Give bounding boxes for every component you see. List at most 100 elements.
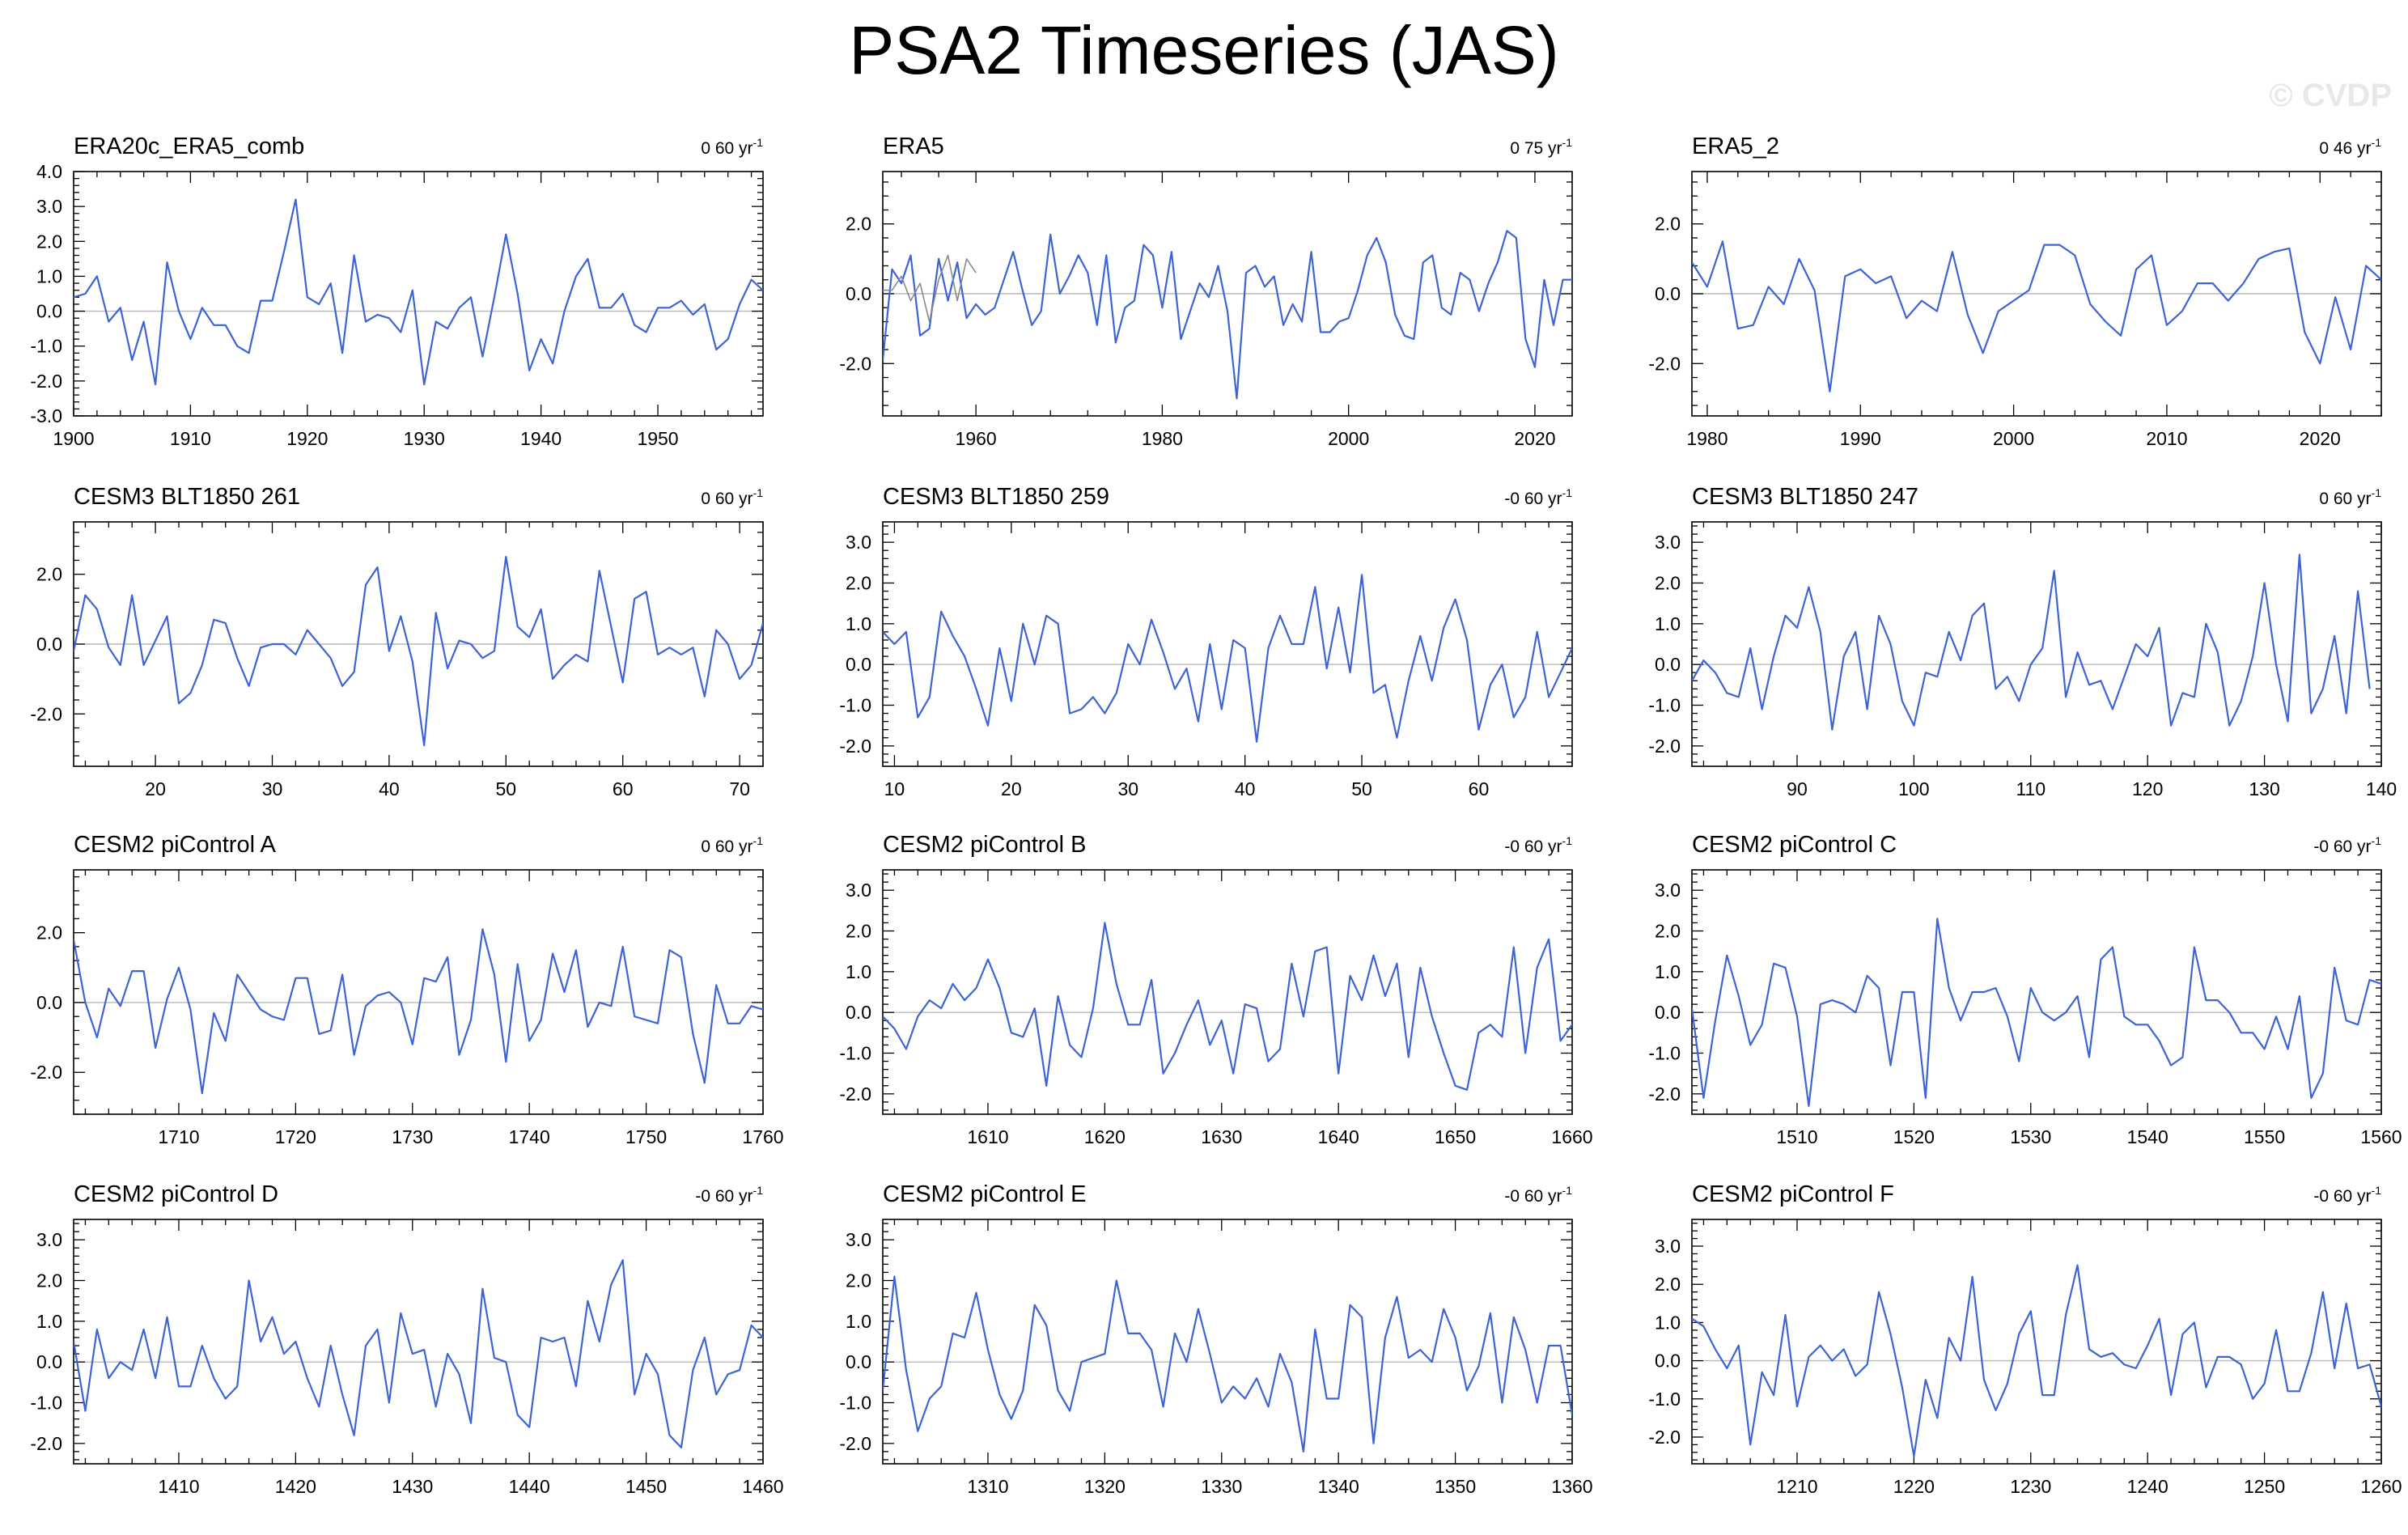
trend-value: -0 60	[695, 1187, 739, 1206]
x-tick-label: 30	[1117, 778, 1138, 799]
series-line	[74, 198, 763, 386]
y-tick-label: -2.0	[30, 1062, 62, 1083]
plot-frame	[882, 1219, 1573, 1465]
trend-unit: yr	[2357, 1187, 2372, 1206]
trend-label: -0 60 yr-1	[1504, 1184, 1572, 1206]
x-tick-label: 2000	[1328, 428, 1369, 449]
y-tick-label: -2.0	[839, 736, 871, 757]
x-tick-label: 1420	[275, 1476, 316, 1497]
y-tick-label: -2.0	[839, 353, 871, 374]
trend-unit: yr	[739, 490, 753, 508]
x-tick-label: 1760	[742, 1126, 783, 1147]
y-tick-label: -1.0	[1648, 695, 1681, 716]
y-tick-label: 1.0	[846, 613, 871, 634]
y-tick-label: -1.0	[30, 1393, 62, 1414]
y-tick-label: -2.0	[1648, 353, 1681, 374]
plot-frame	[1691, 521, 2382, 767]
panel-title: CESM2 piControl D	[74, 1181, 278, 1207]
y-tick-label: 4.0	[36, 161, 62, 182]
y-tick-label: -1.0	[839, 1043, 871, 1064]
x-tick-label: 1330	[1201, 1476, 1242, 1497]
trend-value: -0 60	[2313, 1187, 2357, 1206]
trend-label: -0 60 yr-1	[1504, 486, 1572, 508]
x-tick-label: 1230	[2010, 1476, 2051, 1497]
panel-11: 1210 1220 1230 1240 1250 1260 -2.0 -1.0 0.0 1.0 2.…	[1648, 1181, 2402, 1497]
x-tick-label: 130	[2249, 778, 2279, 799]
y-tick-label: -2.0	[1648, 1427, 1681, 1448]
x-tick-label: 1220	[1893, 1476, 1935, 1497]
x-tick-label: 50	[1351, 778, 1372, 799]
plot-frame	[1691, 869, 2382, 1115]
plot-frame	[882, 521, 1573, 767]
panel-10: 1310 1320 1330 1340 1350 1360 -2.0 -1.0 0.0 1.0 2.…	[839, 1181, 1592, 1497]
panel-title: ERA5	[883, 134, 944, 159]
trend-value: -0 60	[1504, 490, 1548, 508]
x-tick-label: 10	[884, 778, 905, 799]
page-title: PSA2 Timeseries (JAS)	[849, 12, 1559, 88]
x-tick-label: 20	[145, 778, 166, 799]
x-tick-label: 1960	[956, 428, 997, 449]
trend-value: 0 60	[701, 139, 739, 158]
x-tick-label: 1980	[1142, 428, 1183, 449]
y-tick-label: 3.0	[846, 532, 871, 553]
y-tick-label: 2.0	[36, 922, 62, 943]
x-tick-label: 40	[379, 778, 400, 799]
x-tick-label: 1540	[2127, 1126, 2168, 1147]
y-tick-label: 0.0	[846, 1351, 871, 1372]
y-tick-label: 0.0	[1655, 1351, 1681, 1372]
x-tick-label: 1350	[1435, 1476, 1476, 1497]
series-line	[74, 928, 763, 1095]
y-tick-label: -2.0	[1648, 1083, 1681, 1105]
panel-title: CESM3 BLT1850 259	[883, 484, 1109, 510]
trend-value: 0 75	[1510, 139, 1548, 158]
trend-exponent: -1	[1562, 486, 1573, 499]
y-tick-label: -2.0	[30, 703, 62, 724]
x-tick-label: 20	[1001, 778, 1022, 799]
panel-3: 20 30 40 50 60 70 -2.0 0.0 2.0 CESM3 BLT1850 261 0…	[30, 484, 764, 799]
trend-label: 0 60 yr-1	[701, 486, 763, 508]
x-tick-label: 1240	[2127, 1476, 2168, 1497]
series-line	[883, 1275, 1572, 1453]
panel-title: CESM3 BLT1850 261	[74, 484, 300, 510]
y-tick-label: 2.0	[846, 921, 871, 942]
y-tick-label: 0.0	[1655, 1002, 1681, 1023]
y-tick-label: -2.0	[30, 371, 62, 392]
y-tick-label: 2.0	[846, 214, 871, 235]
x-tick-label: 1560	[2360, 1126, 2402, 1147]
y-tick-label: 1.0	[36, 1311, 62, 1332]
x-tick-label: 1730	[392, 1126, 433, 1147]
y-tick-label: -1.0	[30, 336, 62, 357]
series-line	[1692, 240, 2381, 392]
trend-value: -0 60	[2313, 837, 2357, 856]
trend-value: 0 60	[701, 837, 739, 856]
y-tick-label: 1.0	[1655, 613, 1681, 634]
plot-frame	[73, 869, 764, 1115]
x-tick-label: 1990	[1840, 428, 1881, 449]
x-tick-label: 90	[1787, 778, 1808, 799]
x-tick-label: 1440	[509, 1476, 550, 1497]
panel-7: 1610 1620 1630 1640 1650 1660 -2.0 -1.0 0.0 1.0 2.…	[839, 832, 1592, 1147]
x-tick-label: 110	[2016, 778, 2046, 799]
y-tick-label: -1.0	[1648, 1389, 1681, 1410]
trend-label: -0 60 yr-1	[695, 1184, 763, 1206]
y-tick-label: 3.0	[1655, 880, 1681, 901]
trend-unit: yr	[1548, 139, 1562, 158]
y-tick-label: -2.0	[30, 1433, 62, 1454]
trend-unit: yr	[739, 1187, 753, 1206]
series-line	[883, 574, 1572, 743]
series-line	[1692, 1264, 2381, 1457]
trend-label: -0 60 yr-1	[2313, 834, 2381, 856]
x-tick-label: 1900	[53, 428, 94, 449]
plot-frame	[73, 171, 764, 417]
trend-exponent: -1	[1562, 136, 1573, 149]
x-tick-label: 1980	[1686, 428, 1728, 449]
x-tick-label: 1740	[509, 1126, 550, 1147]
y-tick-label: -1.0	[1648, 1043, 1681, 1064]
x-tick-label: 2000	[1993, 428, 2034, 449]
x-tick-label: 140	[2366, 778, 2397, 799]
trend-unit: yr	[1548, 1187, 1562, 1206]
panel-9: 1410 1420 1430 1440 1450 1460 -2.0 -1.0 0.0 1.0 2.…	[30, 1181, 783, 1497]
y-tick-label: 0.0	[36, 634, 62, 655]
x-tick-label: 1630	[1201, 1126, 1242, 1147]
trend-exponent: -1	[753, 834, 764, 847]
